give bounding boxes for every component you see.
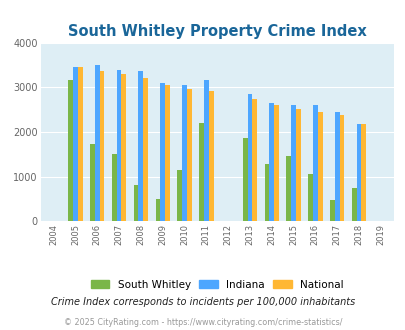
- Bar: [242, 138, 247, 221]
- Bar: [177, 170, 182, 221]
- Bar: [360, 123, 365, 221]
- Bar: [356, 124, 360, 221]
- Bar: [208, 90, 213, 221]
- Bar: [269, 103, 273, 221]
- Title: South Whitley Property Crime Index: South Whitley Property Crime Index: [68, 24, 366, 39]
- Bar: [90, 144, 95, 221]
- Bar: [121, 74, 126, 221]
- Bar: [286, 156, 290, 221]
- Bar: [133, 185, 138, 221]
- Text: © 2025 CityRating.com - https://www.cityrating.com/crime-statistics/: © 2025 CityRating.com - https://www.city…: [64, 318, 341, 327]
- Legend: South Whitley, Indiana, National: South Whitley, Indiana, National: [90, 280, 343, 290]
- Bar: [182, 85, 186, 221]
- Bar: [339, 115, 343, 221]
- Bar: [290, 105, 295, 221]
- Bar: [252, 99, 256, 221]
- Bar: [329, 200, 334, 221]
- Bar: [143, 78, 148, 221]
- Bar: [247, 94, 252, 221]
- Bar: [351, 188, 356, 221]
- Bar: [165, 85, 169, 221]
- Bar: [203, 80, 208, 221]
- Text: Crime Index corresponds to incidents per 100,000 inhabitants: Crime Index corresponds to incidents per…: [51, 297, 354, 307]
- Bar: [155, 199, 160, 221]
- Bar: [73, 67, 78, 221]
- Bar: [112, 154, 116, 221]
- Bar: [68, 80, 73, 221]
- Bar: [186, 89, 191, 221]
- Bar: [273, 105, 278, 221]
- Bar: [100, 71, 104, 221]
- Bar: [295, 109, 300, 221]
- Bar: [317, 112, 322, 221]
- Bar: [312, 105, 317, 221]
- Bar: [78, 67, 83, 221]
- Bar: [334, 113, 339, 221]
- Bar: [95, 65, 100, 221]
- Bar: [198, 123, 203, 221]
- Bar: [138, 71, 143, 221]
- Bar: [307, 174, 312, 221]
- Bar: [116, 70, 121, 221]
- Bar: [264, 164, 269, 221]
- Bar: [160, 82, 165, 221]
